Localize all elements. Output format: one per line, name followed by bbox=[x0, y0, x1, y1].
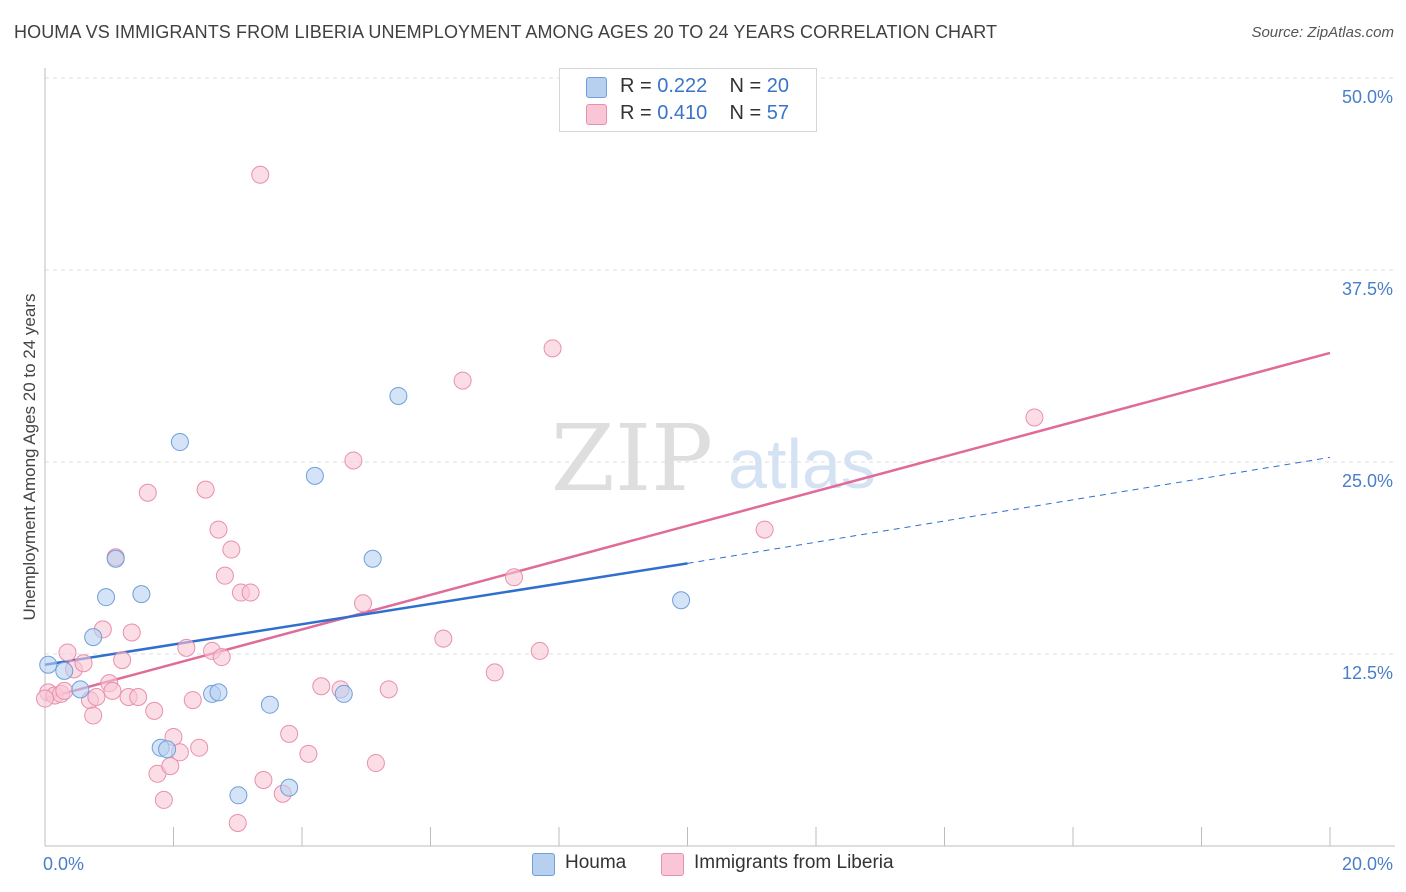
liberia-point bbox=[212, 648, 231, 667]
liberia-point bbox=[485, 663, 504, 682]
y-tick-label: 37.5% bbox=[1342, 279, 1393, 299]
liberia-point bbox=[84, 706, 103, 725]
liberia-point bbox=[190, 738, 209, 757]
liberia-point bbox=[138, 483, 157, 502]
liberia-point bbox=[530, 641, 549, 660]
stats-legend: R = 0.222 N = 20 R = 0.410 N = 57 bbox=[559, 68, 817, 132]
houma-point bbox=[280, 778, 299, 797]
liberia-r-value: 0.410 bbox=[657, 102, 708, 124]
liberia-point bbox=[145, 701, 164, 720]
liberia-point bbox=[215, 566, 234, 585]
houma-point bbox=[97, 588, 116, 607]
houma-trend-line bbox=[44, 562, 688, 666]
x-tick-label: 20.0% bbox=[1342, 854, 1393, 874]
houma-point bbox=[334, 684, 353, 703]
watermark-zip: ZIP bbox=[551, 405, 713, 512]
liberia-point bbox=[228, 813, 247, 832]
liberia-point bbox=[222, 540, 241, 559]
liberia-point bbox=[251, 165, 270, 184]
liberia-point bbox=[113, 651, 132, 670]
liberia-point bbox=[183, 691, 202, 710]
liberia-point bbox=[354, 594, 373, 613]
liberia-point bbox=[55, 681, 74, 700]
houma-point bbox=[39, 655, 58, 674]
tick-labels: 12.5% 25.0% 37.5% 50.0% 0.0% 20.0% bbox=[43, 87, 1393, 874]
chart-title: HOUMA VS IMMIGRANTS FROM LIBERIA UNEMPLO… bbox=[14, 22, 998, 42]
liberia-point bbox=[196, 480, 215, 499]
liberia-point bbox=[434, 629, 453, 648]
houma-point bbox=[389, 386, 408, 405]
liberia-swatch bbox=[586, 104, 607, 125]
liberia-point bbox=[344, 451, 363, 470]
liberia-n-value: 57 bbox=[766, 102, 790, 124]
liberia-point bbox=[74, 654, 93, 673]
legend-liberia-swatch bbox=[661, 853, 684, 876]
series-legend: Houma Immigrants from Liberia bbox=[0, 852, 1406, 878]
liberia-point bbox=[154, 790, 173, 809]
houma-point bbox=[363, 549, 382, 568]
houma-n-value: 20 bbox=[766, 75, 790, 97]
houma-point bbox=[55, 661, 74, 680]
liberia-point bbox=[177, 638, 196, 657]
axes bbox=[44, 68, 1395, 847]
legend-houma-swatch bbox=[532, 853, 555, 876]
y-tick-label: 50.0% bbox=[1342, 87, 1393, 107]
houma-point bbox=[305, 466, 324, 485]
liberia-n-label: N = bbox=[729, 102, 762, 124]
houma-point bbox=[672, 591, 691, 610]
liberia-trend-line bbox=[44, 351, 1331, 700]
liberia-point bbox=[209, 520, 228, 539]
liberia-point bbox=[122, 623, 141, 642]
houma-r-value: 0.222 bbox=[657, 75, 708, 97]
watermark: ZIP atlas bbox=[551, 405, 876, 512]
houma-point bbox=[229, 786, 248, 805]
houma-point bbox=[132, 585, 151, 604]
houma-trend-extension bbox=[687, 456, 1331, 564]
houma-n-label: N = bbox=[729, 75, 762, 97]
liberia-point bbox=[58, 643, 77, 662]
grid-lines bbox=[45, 77, 1395, 655]
liberia-point bbox=[505, 568, 524, 587]
houma-r-label: R = bbox=[620, 75, 652, 97]
houma-point bbox=[158, 740, 177, 759]
liberia-point bbox=[103, 681, 122, 700]
legend-houma-label: Houma bbox=[565, 852, 627, 873]
y-tick-label: 12.5% bbox=[1342, 663, 1393, 683]
houma-point bbox=[260, 695, 279, 714]
liberia-point bbox=[312, 677, 331, 696]
liberia-point bbox=[543, 339, 562, 358]
liberia-point bbox=[379, 680, 398, 699]
liberia-point bbox=[87, 688, 106, 707]
liberia-point bbox=[36, 689, 54, 708]
y-tick-label: 25.0% bbox=[1342, 471, 1393, 491]
watermark-atlas: atlas bbox=[728, 425, 876, 503]
liberia-point bbox=[755, 520, 774, 539]
houma-point bbox=[209, 683, 228, 702]
houma-point bbox=[170, 433, 189, 452]
legend-liberia-label: Immigrants from Liberia bbox=[694, 852, 894, 873]
liberia-point bbox=[453, 371, 472, 390]
trend-lines bbox=[44, 351, 1331, 700]
liberia-r-label: R = bbox=[620, 102, 652, 124]
liberia-point bbox=[254, 770, 273, 789]
houma-point bbox=[84, 628, 103, 647]
liberia-point bbox=[366, 754, 385, 773]
houma-point bbox=[71, 680, 90, 699]
source-label: Source: ZipAtlas.com bbox=[1251, 24, 1394, 41]
liberia-point bbox=[280, 724, 299, 743]
data-points bbox=[36, 165, 1044, 832]
houma-swatch bbox=[586, 77, 607, 98]
liberia-point bbox=[1025, 408, 1044, 427]
houma-point bbox=[106, 549, 125, 568]
liberia-point bbox=[299, 744, 318, 763]
x-tick-label: 0.0% bbox=[43, 854, 84, 874]
liberia-point bbox=[129, 688, 148, 707]
liberia-point bbox=[241, 583, 260, 602]
